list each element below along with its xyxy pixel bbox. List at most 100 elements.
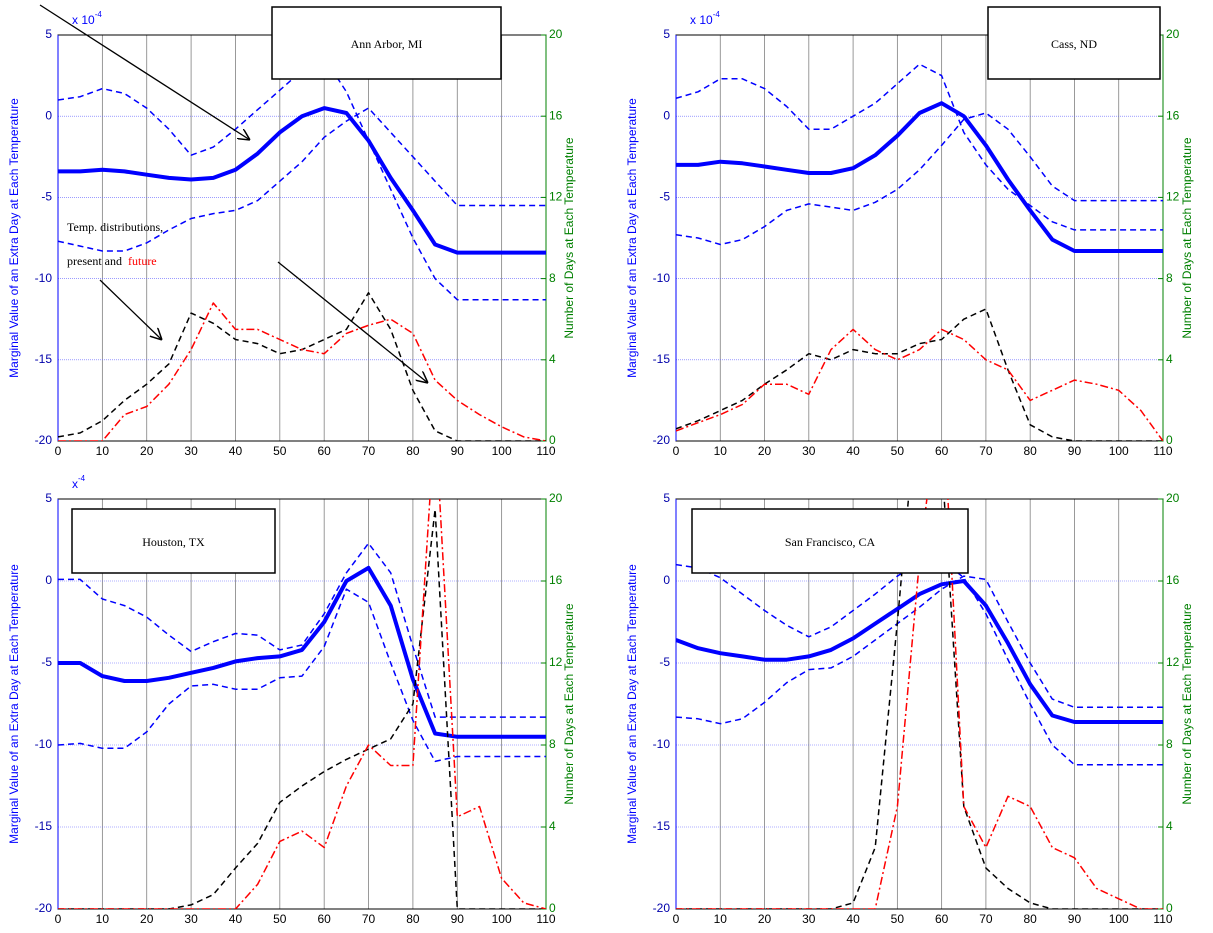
y2-tick-label: 4 [1166,819,1173,833]
data-line [676,328,1163,441]
x-tick-label: 40 [229,444,243,458]
x-tick-label: 30 [184,912,198,926]
y2-tick-label: 12 [549,655,563,669]
data-line [58,107,546,252]
x-tick-label: 70 [362,444,376,458]
y-axis-label: Marginal Value of an Extra Day at Each T… [7,98,21,378]
y-tick-label: 0 [663,573,670,587]
y2-tick-label: 16 [1166,573,1180,587]
x-tick-label: 80 [406,444,420,458]
exponent-base: x 10 [72,13,95,27]
y2-tick-label: 4 [549,819,556,833]
x-tick-label: 10 [96,444,110,458]
data-line [58,499,546,909]
x-tick-label: 0 [55,912,62,926]
x-tick-label: 110 [1153,444,1172,458]
x-tick-label: 110 [1153,912,1172,926]
data-line [676,101,1163,253]
chart-title: San Francisco, CA [785,535,876,549]
plot-frame [57,34,547,442]
x-tick-label: 40 [846,912,860,926]
y-tick-label: 5 [663,491,670,505]
y2-tick-label: 20 [1166,491,1180,505]
x-tick-label: 30 [802,444,816,458]
arrow [99,279,162,340]
exponent-base: x [72,477,78,491]
x-tick-label: 50 [273,912,287,926]
y2-tick-label: 8 [549,271,556,285]
x-tick-label: 20 [140,444,154,458]
x-tick-label: 50 [891,444,905,458]
title-box [71,508,276,574]
y-tick-label: -10 [35,271,53,285]
x-tick-label: 10 [96,912,110,926]
x-tick-label: 70 [979,912,993,926]
y-axis-label: Marginal Value of an Extra Day at Each T… [625,564,639,844]
y-exponent: x 10-4 [72,10,102,27]
y-tick-label: 0 [45,573,52,587]
y2-tick-label: 0 [549,433,556,447]
x-tick-label: 10 [714,912,728,926]
x-tick-label: 30 [184,444,198,458]
y-tick-label: -15 [653,352,671,366]
x-tick-label: 90 [451,912,465,926]
y2-tick-label: 16 [1166,108,1180,122]
chart-title: Ann Arbor, MI [351,37,423,51]
data-line [58,106,546,255]
x-tick-label: 20 [758,912,772,926]
x-tick-label: 100 [1109,912,1129,926]
x-tick-label: 20 [758,444,772,458]
data-line [676,558,1163,766]
data-line [676,575,1163,725]
y-tick-label: -15 [35,352,53,366]
exponent-power: -4 [713,10,721,19]
data-line [676,499,1163,909]
data-line [676,308,1163,441]
arrow [39,4,250,140]
data-line [58,588,546,763]
y-tick-label: -5 [659,655,670,669]
x-tick-label: 100 [492,912,512,926]
x-tick-label: 0 [673,912,680,926]
y-tick-label: -5 [659,190,670,204]
y2-tick-label: 20 [549,27,563,41]
y-tick-label: -5 [41,655,52,669]
title-box [691,508,969,574]
y-tick-label: 0 [663,108,670,122]
y2-tick-label: 4 [549,352,556,366]
y2-tick-label: 20 [549,491,563,505]
series-group [676,63,1163,441]
x-tick-label: 80 [406,912,420,926]
y-tick-label: 5 [45,27,52,41]
arrow [277,261,428,383]
y2-axis-label: Number of Days at Each Temperature [1180,603,1194,805]
x-tick-label: 60 [935,912,949,926]
data-line [58,542,546,718]
x-tick-label: 80 [1024,444,1038,458]
panel: 0 10 20 30 40 50 60 70 80 90 100 110-20-15-10-50504… [625,491,1194,926]
y2-tick-label: 8 [1166,737,1173,751]
data-line [676,499,1163,909]
x-tick-label: 110 [536,912,555,926]
title-box [987,6,1161,80]
exponent-base: x 10 [690,13,713,27]
y-tick-label: -10 [35,737,53,751]
annotation: Temp. distributions, [67,220,163,234]
x-tick-label: 90 [451,444,465,458]
y2-tick-label: 16 [549,108,563,122]
x-tick-label: 90 [1068,444,1082,458]
y2-axis-label: Number of Days at Each Temperature [1180,137,1194,339]
data-line [58,565,546,739]
y-tick-label: 5 [663,27,670,41]
y-axis-label: Marginal Value of an Extra Day at Each T… [7,564,21,844]
y2-tick-label: 8 [1166,271,1173,285]
x-tick-label: 50 [891,912,905,926]
plot-frame [675,34,1164,442]
series-group [58,499,546,909]
x-tick-label: 0 [55,444,62,458]
exponent-power: -4 [95,10,103,19]
y2-axis-label: Number of Days at Each Temperature [562,603,576,805]
x-tick-label: 70 [362,912,376,926]
y2-axis-label: Number of Days at Each Temperature [562,137,576,339]
